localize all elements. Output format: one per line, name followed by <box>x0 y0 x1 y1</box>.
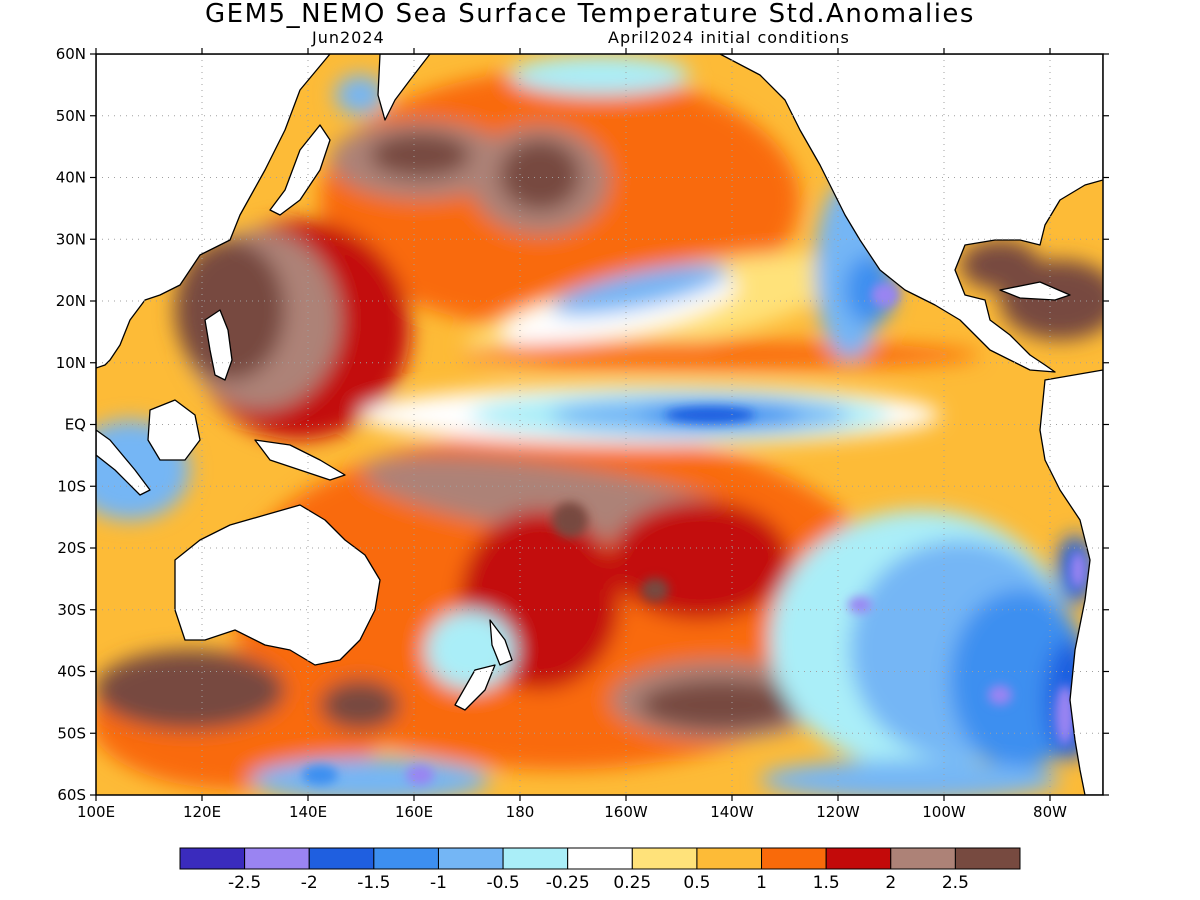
lon-tick-label: 120W <box>816 803 860 821</box>
latitude-axis: 60N 50N 40N 30N 20N 10N EQ 10S 20S 30S 40S 50S 60S <box>56 45 1109 804</box>
lon-tick-label: 100E <box>77 803 115 821</box>
lat-tick-label: 50S <box>57 724 86 742</box>
lon-tick-label: 160W <box>604 803 648 821</box>
philippines <box>204 309 233 381</box>
colorbar-label: -1 <box>430 873 447 893</box>
cuba <box>999 281 1071 301</box>
japan <box>269 124 331 216</box>
colorbar-swatch <box>179 847 246 870</box>
colorbar-swatch <box>308 847 375 870</box>
colorbar-label: 0.25 <box>613 873 651 893</box>
lat-tick-label: 60N <box>56 45 86 63</box>
colorbar-label: -1.5 <box>357 873 390 893</box>
colorbar-label: 1.5 <box>813 873 840 893</box>
lat-tick-label: 60S <box>57 786 86 804</box>
borneo <box>147 399 201 461</box>
lat-tick-label: 30N <box>56 230 86 248</box>
forecast-month: Jun2024 <box>312 28 385 47</box>
lat-tick-label: 40N <box>56 169 86 187</box>
colorbar-label: 0.5 <box>683 873 710 893</box>
lat-tick-label: EQ <box>65 416 86 434</box>
lon-tick-label: 180 <box>506 803 535 821</box>
asia-mainland <box>96 54 331 369</box>
colorbar-swatch <box>567 847 633 870</box>
colorbar-label: -2 <box>301 873 318 893</box>
lon-tick-label: 160E <box>395 803 433 821</box>
lat-tick-label: 20N <box>56 292 86 310</box>
colorbar-swatch <box>825 847 892 870</box>
lat-tick-label: 20S <box>57 539 86 557</box>
colorbar-label: 1 <box>756 873 767 893</box>
new-guinea <box>254 439 346 481</box>
lon-tick-label: 80W <box>1033 803 1067 821</box>
lat-tick-label: 50N <box>56 107 86 125</box>
lon-tick-label: 140E <box>289 803 327 821</box>
north-america <box>719 54 1103 373</box>
colorbar-swatch <box>954 847 1021 870</box>
australia <box>174 504 381 666</box>
longitude-axis: 100E 120E 140E 160E 180 160W 140W 120W 100W 80W <box>77 48 1067 821</box>
lat-tick-label: 10S <box>57 477 86 495</box>
new-zealand-south <box>454 664 496 711</box>
land-masses <box>96 54 1103 795</box>
colorbar-swatch <box>890 847 956 870</box>
colorbar-label: -0.5 <box>486 873 519 893</box>
lat-tick-label: 30S <box>57 601 86 619</box>
new-zealand-north <box>489 619 513 666</box>
colorbar-swatch <box>373 847 439 870</box>
colorbar-swatch <box>244 847 310 870</box>
colorbar-label: 2.5 <box>942 873 969 893</box>
lat-tick-label: 10N <box>56 354 86 372</box>
lat-tick-label: 40S <box>57 663 86 681</box>
lon-tick-label: 140W <box>710 803 754 821</box>
colorbar-swatch <box>502 847 569 870</box>
sumatra <box>96 429 151 496</box>
south-america <box>1039 369 1103 795</box>
colorbar-swatch <box>437 847 504 870</box>
colorbar-label: -0.25 <box>546 873 590 893</box>
map-title: GEM5_NEMO Sea Surface Temperature Std.An… <box>205 0 975 29</box>
kamchatka <box>377 54 431 121</box>
colorbar-swatch <box>761 847 827 870</box>
lon-tick-label: 120E <box>183 803 221 821</box>
initial-conditions-label: April2024 initial conditions <box>608 28 850 47</box>
colorbar-label: -2.5 <box>228 873 261 893</box>
lon-tick-label: 100W <box>922 803 966 821</box>
colorbar-label: 2 <box>885 873 896 893</box>
colorbar-swatch <box>696 847 763 870</box>
colorbar: -2.5 -2 -1.5 -1 -0.5 -0.25 0.25 0.5 1 1.5 2 2.5 <box>179 847 1021 893</box>
colorbar-swatch <box>631 847 698 870</box>
